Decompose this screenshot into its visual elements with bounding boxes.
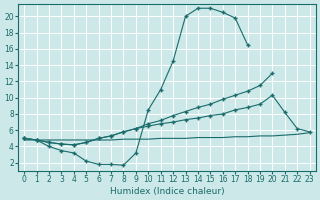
X-axis label: Humidex (Indice chaleur): Humidex (Indice chaleur) bbox=[109, 187, 224, 196]
